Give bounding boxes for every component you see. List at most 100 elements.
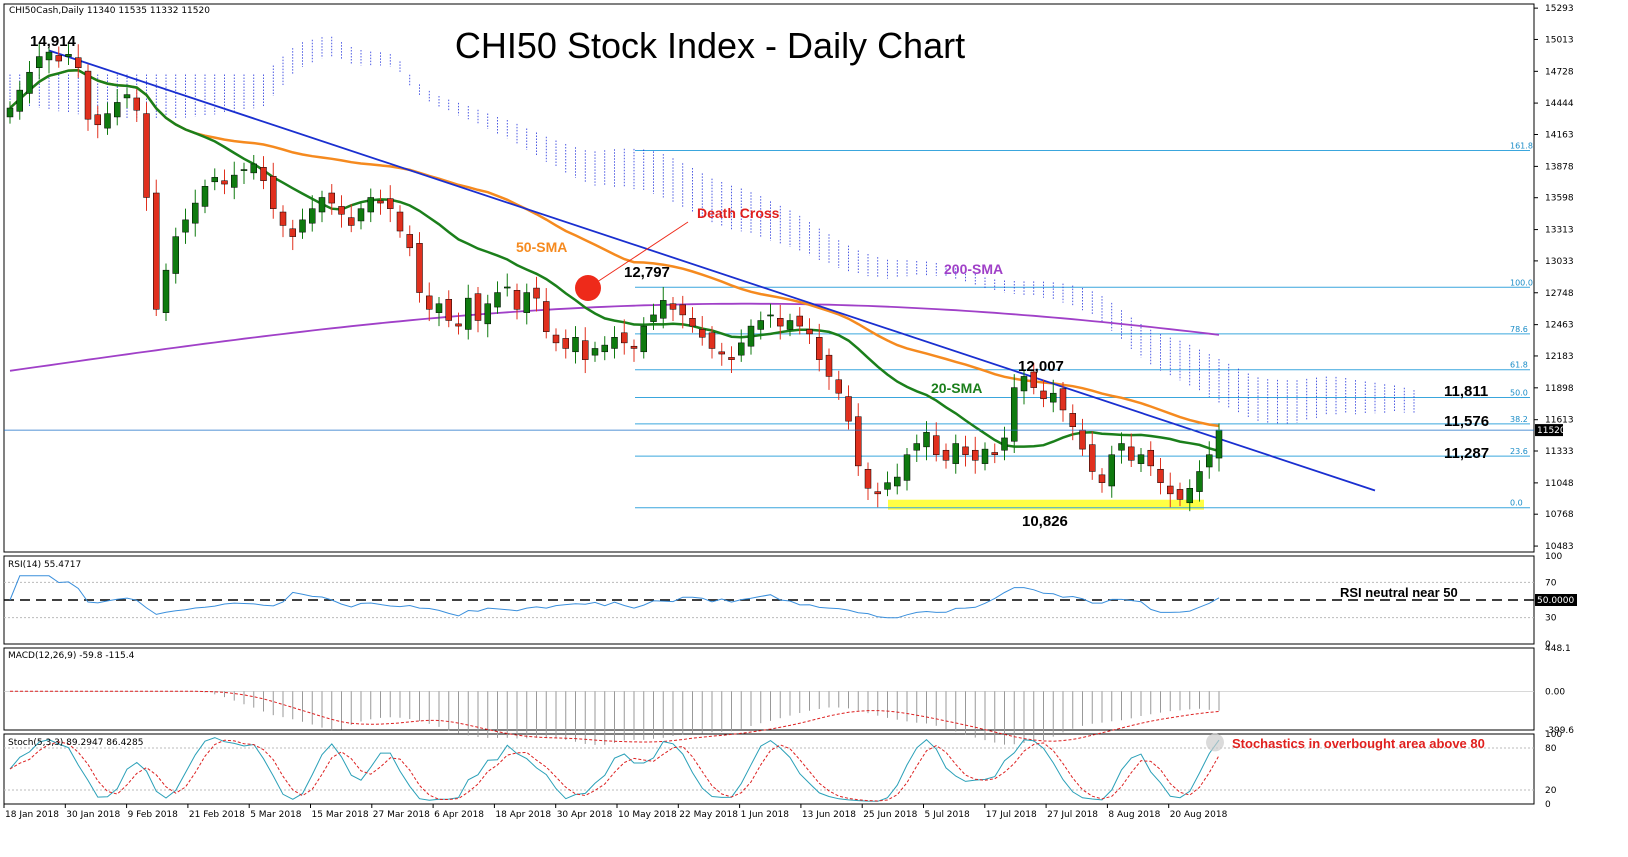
candle-body: [552, 334, 560, 344]
candle-body: [357, 208, 365, 222]
candle-body: [318, 197, 326, 213]
price-tick-label: 11048: [1545, 479, 1574, 489]
candle-body: [16, 89, 23, 112]
price-tick-label: 11333: [1545, 447, 1574, 457]
candle-body: [835, 379, 842, 394]
price-tick-label: 10483: [1545, 542, 1574, 552]
candle-body: [1147, 449, 1154, 467]
fib-label: 78.6: [1510, 325, 1528, 334]
price-tick-label: 14728: [1545, 67, 1574, 77]
sma50-label: 50-SMA: [516, 239, 567, 255]
candle-body: [1030, 371, 1037, 388]
fib-label: 50.0: [1510, 389, 1528, 398]
candle-body: [1108, 454, 1115, 487]
candle-body: [162, 269, 170, 313]
support-band: [888, 499, 1204, 510]
sma20-line: [9, 69, 1220, 453]
candle-body: [845, 396, 852, 422]
price-tick-label: 11613: [1545, 416, 1574, 426]
candle-body: [621, 332, 628, 344]
candle-body: [387, 198, 394, 209]
stoch-panel: 100 80 20 0: [4, 730, 1562, 810]
fibonacci-layer: 161.8 100.0 78.6 61.8 50.0 38.2 23.6 0.0: [635, 142, 1533, 509]
downtrend-line: [48, 49, 1376, 492]
candle-body: [201, 186, 209, 207]
candle-body: [192, 202, 199, 224]
candle-body: [426, 295, 433, 310]
macd-tick-label: -399.6: [1545, 726, 1574, 736]
stoch-tick-label: 100: [1545, 730, 1562, 740]
candle-body: [903, 454, 911, 481]
macd-signal-line: [10, 690, 1220, 743]
candle-body: [26, 71, 33, 94]
date-tick-label: 22 May 2018: [679, 810, 738, 820]
death-cross-dot: [575, 275, 601, 301]
candle-body: [894, 476, 901, 487]
sma20-label: 20-SMA: [931, 380, 982, 396]
candle-body: [1215, 429, 1223, 459]
date-tick-label: 5 Mar 2018: [250, 810, 302, 820]
price-tick-label: 13878: [1545, 162, 1574, 172]
candle-body: [991, 452, 998, 455]
candle-body: [981, 448, 989, 464]
candle-body: [1011, 387, 1018, 442]
date-tick-label: 10 May 2018: [618, 810, 677, 820]
candle-body: [601, 344, 608, 353]
candle-body: [825, 354, 833, 377]
candle-body: [133, 97, 140, 111]
price-tick-label: 13033: [1545, 257, 1574, 267]
macd-tick-label: 448.1: [1545, 644, 1571, 654]
fib-label: 0.0: [1510, 499, 1523, 508]
level-11576: 11,576: [1444, 413, 1489, 430]
macd-label: MACD(12,26,9) -59.8 -115.4: [8, 651, 135, 661]
candle-body: [923, 432, 930, 448]
candle-body: [650, 314, 657, 322]
candle-body: [75, 57, 82, 68]
candle-body: [367, 197, 374, 213]
candle-body: [591, 348, 599, 356]
candle-body: [338, 206, 345, 215]
candle-body: [689, 318, 696, 327]
candle-body: [36, 56, 43, 68]
candle-body: [874, 491, 881, 495]
price-tick-label: 11898: [1545, 384, 1574, 394]
candle-body: [1196, 471, 1203, 492]
candle-body: [884, 482, 891, 490]
candle-body: [270, 175, 277, 209]
candle-body: [377, 200, 384, 204]
level-12797: 12,797: [624, 264, 670, 281]
rsi-tick-label: 0: [1545, 640, 1551, 650]
candle-body: [942, 449, 950, 461]
fib-label: 100.0: [1510, 278, 1533, 287]
price-tick-label: 12183: [1545, 352, 1574, 362]
candle-body: [611, 337, 618, 349]
ichimoku-cloud-layer: [9, 36, 1415, 424]
candle-body: [1098, 474, 1106, 483]
level-14914: 14,914: [30, 33, 77, 50]
current-price-label: 11520: [1537, 426, 1566, 436]
date-tick-label: 20 Aug 2018: [1170, 810, 1228, 820]
level-11287: 11,287: [1444, 445, 1489, 462]
rsi-panel: 100 70 30 0 50.0000: [4, 552, 1577, 650]
stoch-signal-line: [9, 739, 1220, 802]
date-axis: 18 Jan 2018 30 Jan 2018 9 Feb 2018 21 Feb 2…: [3, 804, 1228, 820]
candle-body: [1176, 489, 1184, 500]
candle-body: [182, 219, 189, 233]
candle-body: [221, 180, 228, 185]
candle-body: [513, 290, 521, 310]
candle-body: [494, 292, 501, 308]
date-tick-label: 30 Apr 2018: [557, 810, 613, 820]
candle-body: [855, 416, 862, 467]
rsi-value-label: 50.0000: [1537, 596, 1574, 606]
candle-body: [465, 297, 472, 330]
candle-body: [582, 340, 589, 360]
candle-body: [1157, 468, 1164, 483]
fib-label: 23.6: [1510, 447, 1528, 456]
fib-label: 38.2: [1510, 415, 1528, 424]
candle-body: [533, 287, 540, 299]
candle-body: [240, 169, 248, 171]
stoch-main-line: [9, 737, 1220, 802]
candle-body: [6, 107, 14, 118]
stoch-tick-label: 80: [1545, 744, 1557, 754]
